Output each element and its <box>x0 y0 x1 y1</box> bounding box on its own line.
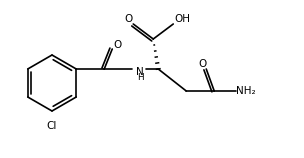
Text: O: O <box>113 40 121 50</box>
Text: OH: OH <box>174 14 190 24</box>
Text: O: O <box>198 59 206 69</box>
Text: O: O <box>124 14 132 24</box>
Text: N: N <box>136 67 144 77</box>
Text: NH₂: NH₂ <box>237 86 256 96</box>
Text: H: H <box>137 73 143 82</box>
Text: Cl: Cl <box>47 121 57 131</box>
